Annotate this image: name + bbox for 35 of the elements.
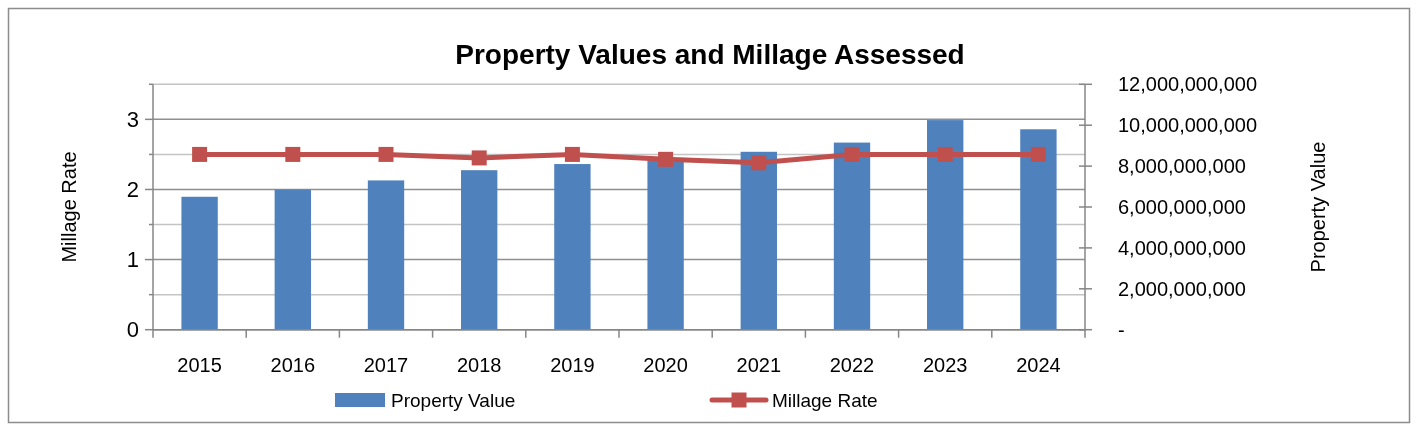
- x-tick-label: 2020: [643, 353, 688, 376]
- bar: [554, 164, 591, 330]
- y2-tick-label: 10,000,000,000: [1118, 114, 1258, 137]
- y-tick-label: 0: [126, 317, 139, 343]
- y2-axis-title: Property Value: [1307, 141, 1329, 273]
- bar: [274, 189, 311, 330]
- y2-tick-label: 4,000,000,000: [1118, 236, 1246, 259]
- y-tick-label: 1: [126, 247, 139, 273]
- x-tick-label: 2017: [363, 353, 409, 376]
- x-tick-label: 2019: [550, 353, 595, 376]
- bar: [740, 151, 777, 330]
- legend-label: Property Value: [391, 389, 516, 411]
- bar: [367, 180, 405, 330]
- x-tick-label: 2022: [829, 353, 875, 376]
- y2-tick-label: 6,000,000,000: [1118, 196, 1246, 218]
- bar: [833, 142, 871, 330]
- x-tick-label: 2015: [177, 353, 222, 376]
- y-axis-title: Millage Rate: [58, 151, 80, 263]
- bar: [181, 196, 218, 330]
- bar: [1020, 129, 1057, 330]
- x-tick-label: 2021: [736, 353, 782, 376]
- bar: [927, 120, 964, 330]
- legend-label: Millage Rate: [772, 389, 878, 411]
- y2-tick-label: 8,000,000,000: [1118, 155, 1246, 178]
- x-tick-label: 2016: [270, 353, 316, 376]
- x-tick-label: 2018: [456, 353, 502, 376]
- y-tick-label: 3: [126, 107, 139, 133]
- y2-tick-label: 2,000,000,000: [1118, 277, 1246, 300]
- bar: [461, 170, 498, 330]
- chart-title: Property Values and Millage Assessed: [455, 39, 965, 70]
- y2-tick-label: 12,000,000,000: [1118, 73, 1258, 96]
- y2-tick-label: -: [1118, 318, 1125, 341]
- x-tick-label: 2024: [1016, 353, 1061, 376]
- y-tick-label: 2: [126, 177, 139, 203]
- x-tick-label: 2023: [922, 353, 968, 376]
